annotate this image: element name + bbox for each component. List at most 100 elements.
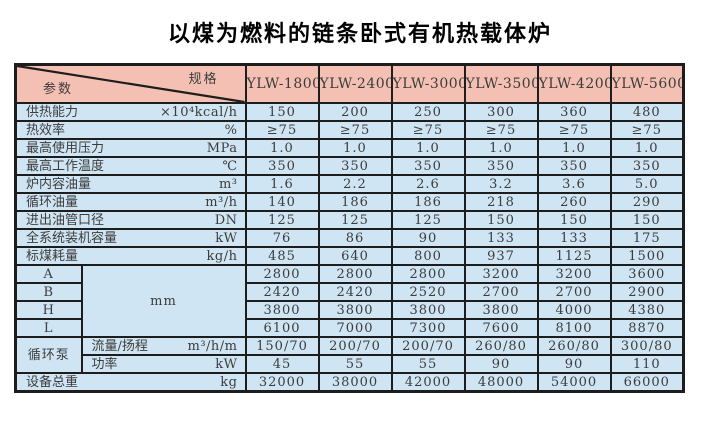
param-label: 最高工作温度	[26, 158, 105, 174]
value-cell: 2900	[609, 282, 685, 302]
value-cell: 290	[609, 192, 685, 212]
param-unit: kg	[220, 374, 238, 390]
corner-cell: 规格 参数	[14, 63, 247, 104]
param-unit: DN	[214, 212, 238, 228]
value-cell: 485	[244, 246, 320, 266]
param-label: 设备总重	[26, 374, 79, 390]
value-cell: 1.0	[390, 138, 466, 158]
value-cell: 260/80	[463, 336, 539, 356]
table-row: 循环泵 流量/扬程 m³/h/m 150/70 200/70 200/70 260/80 26…	[14, 336, 685, 374]
table-row: 功率 kW 45 55 55 90 90 110	[16, 354, 685, 374]
param-label-cell: 全系统装机容量 kW	[14, 228, 247, 248]
model-header: YLW-3000	[390, 63, 466, 104]
value-cell: 2800	[244, 264, 320, 284]
value-cell: 200	[317, 102, 393, 122]
value-cell: 110	[609, 354, 685, 374]
value-cell: 1.0	[244, 138, 320, 158]
corner-spec-label: 规格	[188, 72, 219, 87]
value-cell: ≥75	[390, 120, 466, 140]
value-cell: 2700	[536, 282, 612, 302]
value-cell: 3.2	[463, 174, 539, 194]
value-cell: 150	[536, 210, 612, 230]
table-row: 最高使用压力 MPa 1.0 1.0 1.0 1.0 1.0 1.0	[14, 138, 685, 158]
value-cell: 200/70	[390, 336, 466, 356]
dimension-label-cell: H	[14, 300, 83, 320]
value-cell: 2700	[463, 282, 539, 302]
value-cell: 3800	[244, 300, 320, 320]
table-row: L 6100 7000 7300 7600 8100 8870	[14, 318, 685, 338]
param-unit: kW	[215, 230, 238, 246]
param-label: 流量/扬程	[91, 338, 148, 354]
param-unit: kW	[215, 356, 238, 372]
value-cell: 125	[244, 210, 320, 230]
param-label-wrap: 最高使用压力 MPa	[18, 140, 244, 156]
param-label-cell: 热效率%	[14, 120, 247, 140]
table-row: 全系统装机容量 kW 76 86 90 133 133 175	[14, 228, 685, 248]
value-cell: 55	[317, 354, 393, 374]
param-label: 供热能力	[26, 104, 79, 120]
value-cell: 133	[536, 228, 612, 248]
param-label-cell: 标煤耗量 kg/h	[14, 246, 247, 266]
param-label-cell: 进出油管口径 DN	[14, 210, 247, 230]
value-cell: 2800	[390, 264, 466, 284]
value-cell: 1500	[609, 246, 685, 266]
param-unit: m³	[218, 176, 238, 192]
value-cell: 150	[244, 102, 320, 122]
value-cell: 350	[609, 156, 685, 176]
value-cell: ≥75	[536, 120, 612, 140]
value-cell: 350	[390, 156, 466, 176]
param-label-wrap: 最高工作温度 ℃	[18, 158, 244, 174]
value-cell: 7300	[390, 318, 466, 338]
value-cell: 186	[317, 192, 393, 212]
value-cell: 7600	[463, 318, 539, 338]
param-label-cell: 最高工作温度 ℃	[14, 156, 247, 176]
value-cell: 42000	[390, 372, 466, 393]
table-row: 进出油管口径 DN 125 125 125 150 150 150	[14, 210, 685, 230]
value-cell: 90	[463, 354, 539, 374]
param-label-wrap: 流量/扬程 m³/h/m	[84, 338, 244, 354]
value-cell: 150	[609, 210, 685, 230]
param-label-cell: 设备总重 kg	[14, 372, 247, 393]
value-cell: ≥75	[317, 120, 393, 140]
value-cell: 1.6	[244, 174, 320, 194]
value-cell: 54000	[536, 372, 612, 393]
value-cell: 7000	[317, 318, 393, 338]
value-cell: 260	[536, 192, 612, 212]
value-cell: 8100	[536, 318, 612, 338]
param-unit: ℃	[222, 158, 238, 174]
value-cell: 45	[244, 354, 320, 374]
dimension-label-cell: L	[14, 318, 83, 338]
value-cell: 350	[536, 156, 612, 176]
table-body: 供热能力 ×10⁴kcal/h 150 200 250 300 360 480 热效率% ≥75 ≥…	[14, 102, 685, 393]
diagonal-line	[17, 66, 245, 102]
value-cell: 90	[390, 228, 466, 248]
page-title: 以煤为燃料的链条卧式有机热载体炉	[167, 22, 552, 47]
param-unit: m³/h/m	[187, 338, 238, 354]
value-cell: 6100	[244, 318, 320, 338]
param-label-cell: 炉内容油量 m³	[14, 174, 247, 194]
param-label: 循环油量	[26, 194, 79, 210]
value-cell: 2420	[317, 282, 393, 302]
param-label-wrap: 全系统装机容量 kW	[18, 230, 244, 246]
value-cell: 150/70	[244, 336, 320, 356]
param-unit: MPa	[206, 140, 238, 156]
param-label: 炉内容油量	[26, 176, 92, 192]
pump-group-label-cell: 循环泵	[14, 336, 83, 374]
param-label-cell: 流量/扬程 m³/h/m	[80, 336, 247, 356]
dimension-label-cell: A	[14, 264, 83, 284]
corner-param-label: 参数	[43, 82, 74, 97]
value-cell: 8870	[609, 318, 685, 338]
value-cell: 350	[244, 156, 320, 176]
value-cell: 38000	[317, 372, 393, 393]
value-cell: 1.0	[317, 138, 393, 158]
value-cell: 175	[609, 228, 685, 248]
value-cell: 2.6	[390, 174, 466, 194]
param-label-wrap: 热效率%	[18, 124, 244, 137]
value-cell: 76	[244, 228, 320, 248]
value-cell: 3.6	[536, 174, 612, 194]
value-cell: 86	[317, 228, 393, 248]
dimension-label-cell: B	[14, 282, 83, 302]
table-row: 热效率% ≥75 ≥75 ≥75 ≥75 ≥75 ≥75	[14, 120, 685, 140]
param-label: 全系统装机容量	[26, 230, 118, 246]
value-cell: 200/70	[317, 336, 393, 356]
